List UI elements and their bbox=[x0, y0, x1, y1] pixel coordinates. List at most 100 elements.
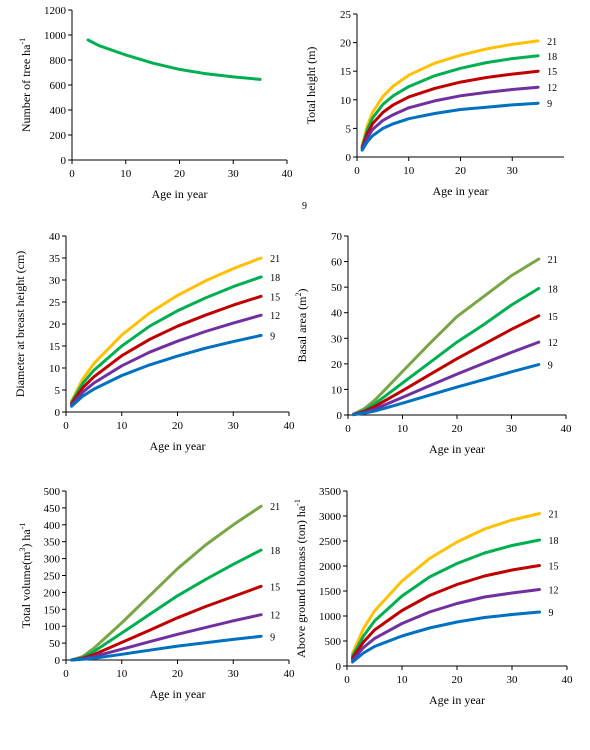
series-line-18 bbox=[351, 538, 541, 658]
y-tick-label: 20 bbox=[331, 359, 343, 371]
series-line-21 bbox=[70, 504, 263, 662]
y-tick-label: 600 bbox=[50, 80, 67, 92]
y-tick-label: 40 bbox=[49, 231, 61, 243]
y-axis-title: Diameter at breast height (cm) bbox=[13, 251, 27, 398]
series-line-12 bbox=[360, 85, 540, 151]
y-tick-label: 2000 bbox=[319, 561, 342, 573]
y-tick-label: 450 bbox=[44, 503, 61, 515]
y-tick-label: 150 bbox=[44, 604, 61, 616]
y-tick-label: 250 bbox=[44, 571, 61, 583]
series-label-9: 9 bbox=[547, 99, 552, 110]
stray-label: 9 bbox=[302, 201, 307, 212]
chart-panel-6: 0 500 1000 1500 2000 2500 3000 3500 0 10 20 30 40 Age… bbox=[293, 486, 573, 707]
series-label-18: 18 bbox=[548, 284, 558, 295]
y-tick-label: 200 bbox=[44, 587, 61, 599]
series-label-15: 15 bbox=[547, 67, 557, 78]
y-tick-label: 200 bbox=[50, 130, 67, 142]
series-label-12: 12 bbox=[548, 338, 558, 349]
x-tick-label: 10 bbox=[403, 165, 415, 177]
y-tick-label: 50 bbox=[331, 282, 343, 294]
y-tick-label: 0 bbox=[55, 407, 61, 419]
series-line-9 bbox=[351, 610, 541, 664]
y-tick-label: 60 bbox=[331, 257, 343, 269]
x-tick-label: 10 bbox=[397, 674, 409, 686]
y-tick-label: 10 bbox=[340, 95, 352, 107]
series-label-12: 12 bbox=[270, 311, 280, 322]
x-tick-label: 10 bbox=[116, 420, 128, 432]
x-tick-label: 0 bbox=[69, 168, 75, 180]
x-tick-label: 20 bbox=[452, 674, 464, 686]
y-tick-label: 35 bbox=[49, 253, 61, 265]
series-label-18: 18 bbox=[270, 273, 280, 284]
x-tick-label: 0 bbox=[63, 668, 69, 680]
series-label-18: 18 bbox=[547, 52, 557, 63]
x-tick-label: 40 bbox=[282, 168, 294, 180]
series-label-15: 15 bbox=[270, 582, 280, 593]
series-line-21 bbox=[351, 512, 541, 655]
series-label-21: 21 bbox=[270, 254, 280, 265]
series-line-15 bbox=[360, 69, 540, 150]
y-tick-label: 0 bbox=[336, 661, 342, 673]
y-tick-label: 1000 bbox=[319, 611, 342, 623]
series-line-21 bbox=[351, 257, 541, 416]
series-line-15 bbox=[70, 294, 263, 406]
y-tick-label: 3500 bbox=[319, 486, 342, 498]
chart-panel-1: 0 200 400 600 800 1000 1200 0 10 20 30 40 Age in yea… bbox=[18, 5, 293, 201]
series-label-21: 21 bbox=[549, 510, 559, 521]
x-tick-label: 0 bbox=[63, 420, 69, 432]
series-label-21: 21 bbox=[270, 502, 280, 513]
series-label-9: 9 bbox=[548, 361, 553, 372]
y-tick-label: 30 bbox=[331, 333, 343, 345]
series-label-21: 21 bbox=[548, 255, 558, 266]
series-line-9 bbox=[351, 363, 541, 417]
series-line-18 bbox=[70, 275, 263, 404]
x-tick-label: 20 bbox=[172, 420, 184, 432]
y-tick-label: 20 bbox=[340, 38, 352, 50]
series-line-18 bbox=[360, 54, 540, 149]
series-label-9: 9 bbox=[270, 331, 275, 342]
y-tick-label: 500 bbox=[44, 486, 61, 498]
series-label-18: 18 bbox=[549, 536, 559, 547]
x-tick-label: 30 bbox=[507, 165, 519, 177]
series-label-9: 9 bbox=[549, 608, 554, 619]
series-label-15: 15 bbox=[549, 562, 559, 573]
x-tick-label: 0 bbox=[344, 674, 350, 686]
x-tick-label: 20 bbox=[172, 668, 184, 680]
y-axis-title: Above ground biomass (ton) ha-1 bbox=[293, 499, 308, 658]
series-line-12 bbox=[351, 588, 541, 662]
x-tick-label: 30 bbox=[507, 674, 519, 686]
x-tick-label: 30 bbox=[506, 423, 518, 435]
y-tick-label: 0 bbox=[55, 655, 61, 667]
series-label-15: 15 bbox=[548, 312, 558, 323]
series-label-15: 15 bbox=[270, 292, 280, 303]
series-line-9 bbox=[360, 101, 540, 152]
series-label-9: 9 bbox=[270, 632, 275, 643]
y-tick-label: 15 bbox=[340, 66, 352, 78]
y-tick-label: 30 bbox=[49, 275, 61, 287]
x-axis-title: Age in year bbox=[429, 442, 485, 456]
y-tick-label: 2500 bbox=[319, 536, 342, 548]
y-tick-label: 800 bbox=[50, 55, 67, 67]
y-axis-title: Number of tree ha-1 bbox=[18, 38, 33, 132]
y-tick-label: 15 bbox=[49, 341, 61, 353]
y-tick-label: 300 bbox=[44, 554, 61, 566]
y-tick-label: 0 bbox=[337, 410, 343, 422]
y-tick-label: 400 bbox=[44, 520, 61, 532]
x-tick-label: 10 bbox=[116, 668, 128, 680]
x-tick-label: 20 bbox=[174, 168, 186, 180]
series-line-12 bbox=[70, 313, 263, 407]
y-tick-label: 10 bbox=[49, 363, 61, 375]
y-tick-label: 25 bbox=[340, 9, 352, 21]
chart-panel-4: 0 10 20 30 40 50 60 70 0 10 20 30 40 Age in year Basal… bbox=[294, 231, 572, 456]
x-tick-label: 40 bbox=[284, 420, 296, 432]
y-tick-label: 70 bbox=[331, 231, 343, 243]
y-tick-label: 500 bbox=[325, 636, 342, 648]
series-label-18: 18 bbox=[270, 546, 280, 557]
y-tick-label: 1000 bbox=[44, 30, 67, 42]
series-line-9 bbox=[70, 634, 263, 662]
y-tick-label: 0 bbox=[346, 152, 352, 164]
y-tick-label: 400 bbox=[50, 105, 67, 117]
x-tick-label: 40 bbox=[561, 423, 573, 435]
y-axis-title: Basal area (m2) bbox=[294, 289, 309, 363]
x-axis-title: Age in year bbox=[150, 439, 206, 453]
